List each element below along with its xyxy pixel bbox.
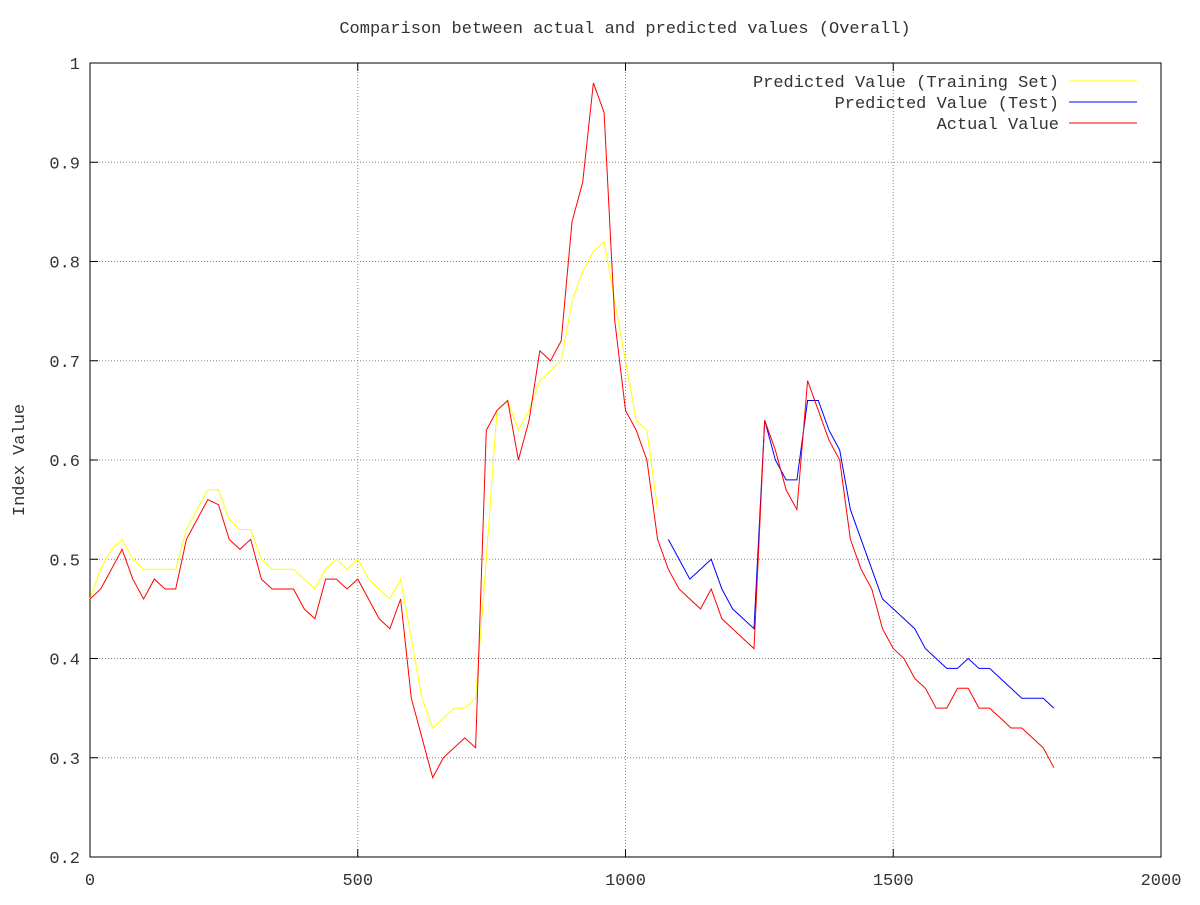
- x-tick-label: 0: [85, 872, 95, 891]
- y-tick-label: 0.6: [49, 453, 80, 472]
- y-tick-label: 0.8: [49, 255, 80, 274]
- data-line: [89, 240, 659, 729]
- chart-title: Comparison between actual and predicted …: [339, 20, 910, 39]
- x-tick-label: 2000: [1141, 872, 1182, 891]
- y-tick-label: 0.7: [49, 354, 80, 373]
- x-tick-label: 1000: [605, 872, 646, 891]
- data-line: [667, 400, 1055, 709]
- x-tick-label: 500: [342, 872, 373, 891]
- y-tick-label: 0.9: [49, 155, 80, 174]
- legend-label: Predicted Value (Test): [835, 95, 1059, 114]
- plot-frame: [89, 62, 1162, 858]
- y-axis-label: Index Value: [11, 404, 30, 516]
- y-tick-label: 0.4: [49, 652, 80, 671]
- y-tick-label: 0.5: [49, 552, 80, 571]
- y-tick-label: 1: [70, 56, 80, 75]
- y-tick-label: 0.3: [49, 751, 80, 770]
- x-tick-label: 1500: [873, 872, 914, 891]
- data-line: [89, 82, 1055, 779]
- legend-label: Actual Value: [937, 116, 1059, 135]
- legend-label: Predicted Value (Training Set): [753, 74, 1059, 93]
- y-tick-label: 0.2: [49, 850, 80, 869]
